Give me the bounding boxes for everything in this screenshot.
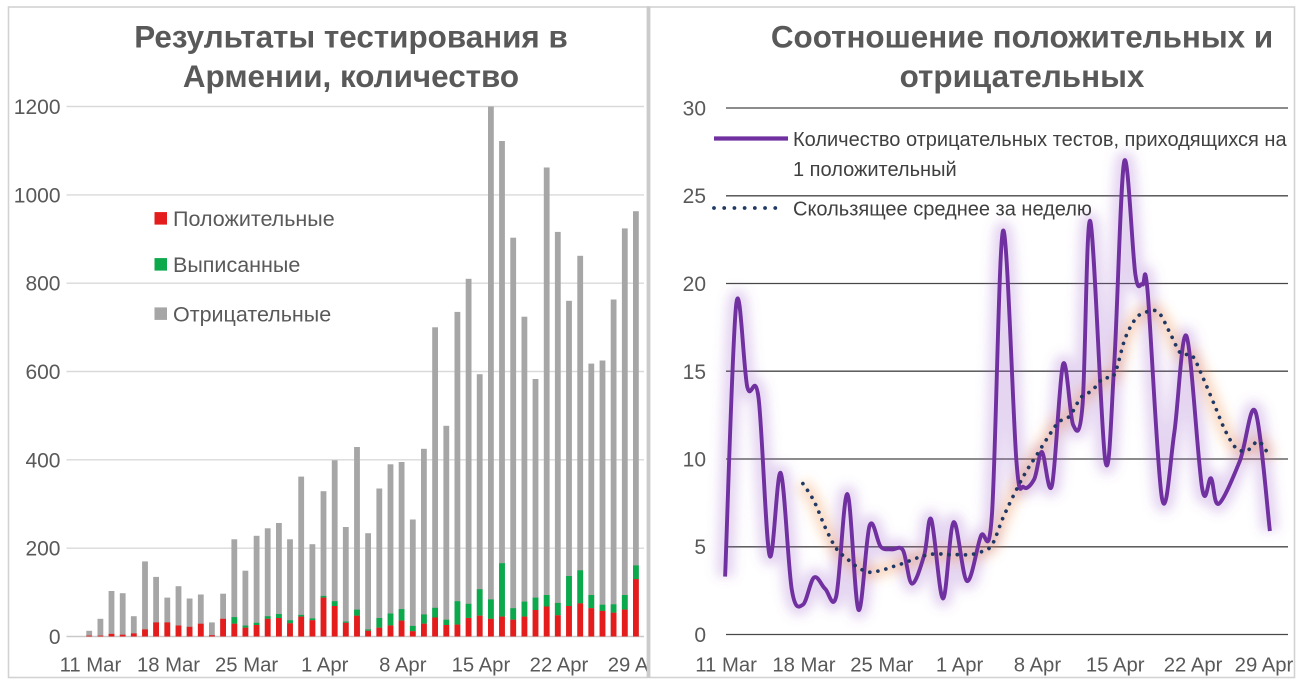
svg-text:22 Apr: 22 Apr: [530, 655, 589, 677]
svg-text:800: 800: [25, 273, 60, 296]
svg-text:29 Apr: 29 Apr: [1235, 655, 1294, 677]
svg-text:18 Mar: 18 Mar: [772, 655, 835, 677]
svg-text:1 положительный: 1 положительный: [793, 159, 957, 181]
svg-text:25 Mar: 25 Mar: [215, 655, 278, 677]
svg-text:5: 5: [694, 536, 706, 559]
svg-text:отрицательных: отрицательных: [900, 59, 1145, 94]
svg-text:0: 0: [694, 624, 706, 647]
svg-text:Соотношение положительных и: Соотношение положительных и: [771, 20, 1273, 55]
svg-text:1 Apr: 1 Apr: [301, 655, 349, 677]
svg-text:600: 600: [25, 361, 60, 384]
svg-text:15 Apr: 15 Apr: [1086, 655, 1145, 677]
svg-text:29 Apr: 29 Apr: [608, 655, 667, 677]
svg-text:8 Apr: 8 Apr: [379, 655, 427, 677]
svg-text:15: 15: [683, 361, 706, 384]
svg-text:25 Mar: 25 Mar: [850, 655, 913, 677]
svg-text:Количество отрицательных тесто: Количество отрицательных тестов, приходя…: [793, 129, 1287, 151]
svg-text:Скользящее среднее за неделю: Скользящее среднее за неделю: [793, 199, 1092, 221]
svg-text:Отрицательные: Отрицательные: [173, 302, 331, 326]
svg-text:25: 25: [683, 185, 706, 208]
svg-text:1200: 1200: [14, 96, 61, 119]
svg-text:1 Apr: 1 Apr: [936, 655, 984, 677]
svg-text:22 Apr: 22 Apr: [1164, 655, 1223, 677]
svg-text:0: 0: [49, 626, 61, 649]
svg-text:Выписанные: Выписанные: [173, 253, 300, 277]
svg-text:10: 10: [683, 449, 706, 472]
svg-text:20: 20: [683, 273, 706, 296]
svg-text:400: 400: [25, 449, 60, 472]
svg-text:Положительные: Положительные: [173, 207, 335, 231]
svg-text:1000: 1000: [14, 184, 61, 207]
svg-text:15 Apr: 15 Apr: [452, 655, 511, 677]
svg-text:18 Mar: 18 Mar: [137, 655, 200, 677]
svg-text:Армении, количество: Армении, количество: [183, 59, 519, 94]
svg-text:11 Mar: 11 Mar: [695, 655, 757, 677]
svg-text:8 Apr: 8 Apr: [1014, 655, 1062, 677]
svg-text:11 Mar: 11 Mar: [60, 655, 122, 677]
svg-text:Результаты тестирования в: Результаты тестирования в: [134, 20, 568, 55]
svg-text:30: 30: [683, 98, 706, 121]
svg-text:200: 200: [25, 538, 60, 561]
